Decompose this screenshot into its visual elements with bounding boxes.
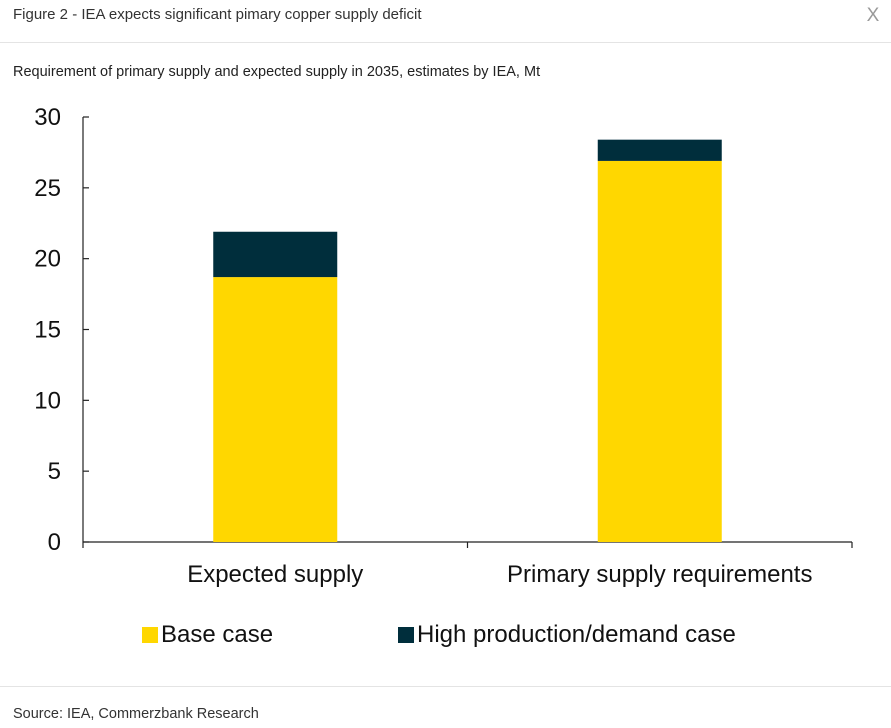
legend-item-high-case: High production/demand case xyxy=(398,618,736,652)
bar-base-case xyxy=(213,277,338,542)
figure-header: Figure 2 - IEA expects significant pimar… xyxy=(0,0,891,43)
bar-high-case xyxy=(597,139,722,161)
y-tick-label: 25 xyxy=(34,175,61,202)
y-tick-label: 0 xyxy=(48,529,61,556)
chart-plot: 0 5 10 15 20 25 30 Expected supply Primary suppl… xyxy=(34,104,853,588)
close-button[interactable]: X xyxy=(866,5,880,26)
chart-legend: Base case High production/demand case xyxy=(0,618,891,652)
figure-title: Figure 2 - IEA expects significant pimar… xyxy=(13,6,422,23)
legend-item-base-case: Base case xyxy=(142,618,273,652)
bar-high-case xyxy=(213,231,338,278)
y-tick-label: 15 xyxy=(34,317,61,344)
legend-swatch-high-case xyxy=(398,627,414,643)
chart-subtitle: Requirement of primary supply and expect… xyxy=(13,64,541,80)
legend-label-base-case: Base case xyxy=(161,621,274,648)
footer-divider xyxy=(0,686,891,687)
legend-label-high-case: High production/demand case xyxy=(417,621,736,648)
y-tick-label: 30 xyxy=(34,104,61,131)
bar-base-case xyxy=(597,160,722,542)
y-tick-label: 5 xyxy=(48,458,61,485)
y-tick-label: 20 xyxy=(34,246,61,273)
source-note: Source: IEA, Commerzbank Research xyxy=(13,706,259,722)
x-category-label: Primary supply requirements xyxy=(507,561,812,588)
y-tick-label: 10 xyxy=(34,387,61,414)
legend-swatch-base-case xyxy=(142,627,158,643)
x-category-label: Expected supply xyxy=(187,561,363,588)
